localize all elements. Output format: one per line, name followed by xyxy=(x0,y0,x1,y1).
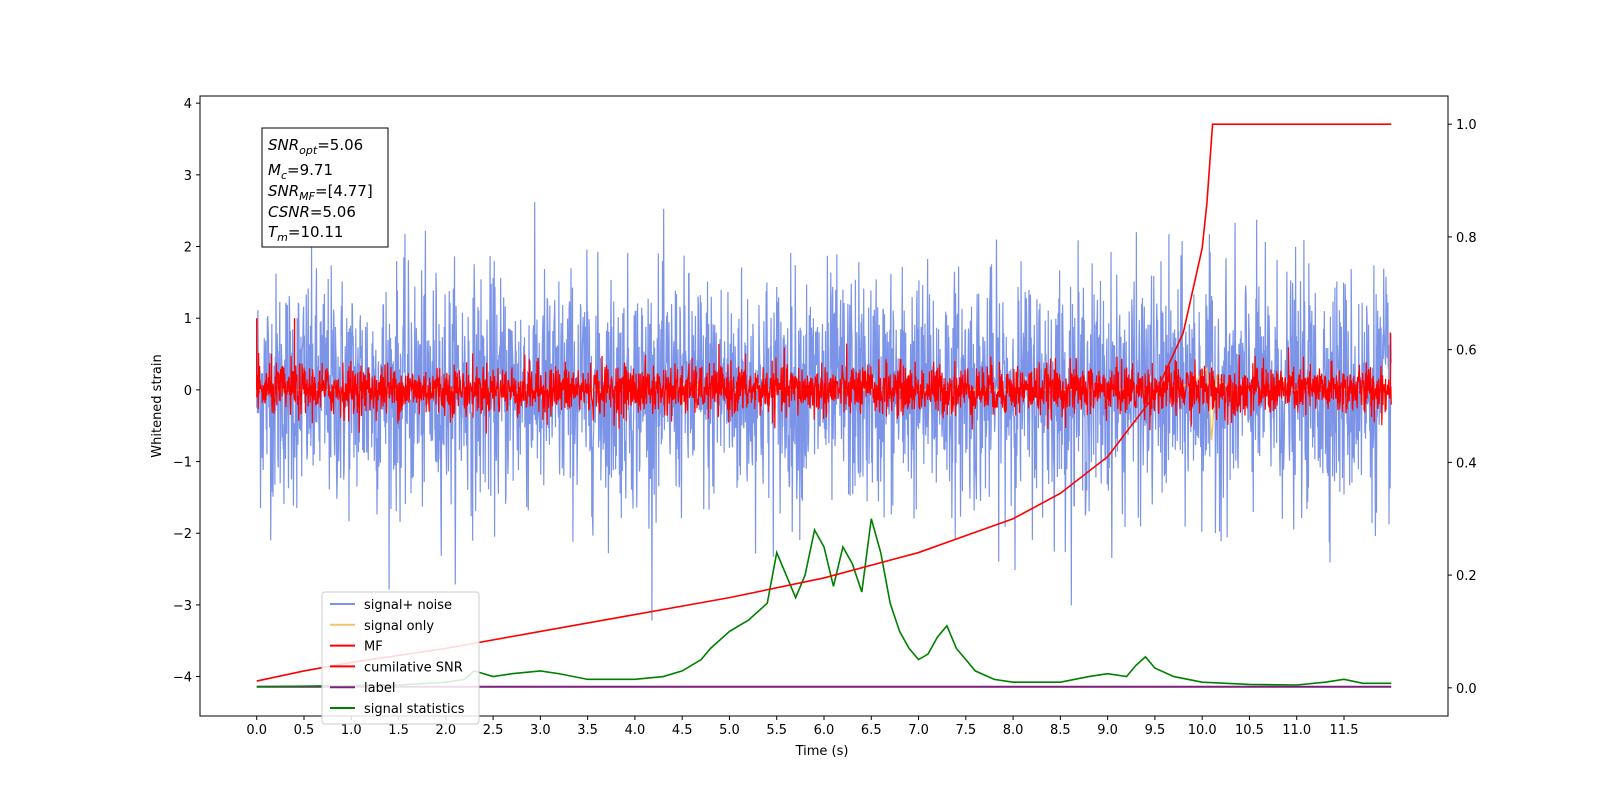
legend-label: signal+ noise xyxy=(364,598,452,613)
y-tick-label: −3 xyxy=(173,599,192,614)
y-tick-label: 3 xyxy=(184,169,192,184)
x-tick-label: 11.0 xyxy=(1282,723,1311,738)
legend-label: MF xyxy=(364,640,383,655)
x-tick-label: 3.0 xyxy=(530,723,551,738)
y2-tick-label: 1.0 xyxy=(1456,118,1477,133)
series-signal-statistics xyxy=(256,518,1392,688)
y-tick-label: −4 xyxy=(173,671,192,686)
legend-label: label xyxy=(364,681,395,696)
x-axis-label: Time (s) xyxy=(795,744,849,759)
y-axis-left: 4 3 2 1 0 −1 −2 −3 −4 xyxy=(173,97,200,686)
info-tm: Tm=10.11 xyxy=(268,223,343,244)
legend-label: signal only xyxy=(364,619,434,634)
y2-tick-label: 0.8 xyxy=(1456,231,1477,246)
x-tick-label: 0.5 xyxy=(294,723,315,738)
info-csnr: CSNR=5.06 xyxy=(268,203,356,221)
info-box-frame xyxy=(261,127,389,248)
x-tick-label: 4.5 xyxy=(672,723,693,738)
info-mc: Mc=9.71 xyxy=(268,161,333,182)
x-tick-label: 8.0 xyxy=(1003,723,1024,738)
y-tick-label: 4 xyxy=(184,97,192,112)
y-axis-label: Whitened strain xyxy=(150,354,165,457)
legend: signal+ noise signal only MF cumilative SNR… xyxy=(321,591,480,725)
info-snr-mf: SNRMF=[4.77] xyxy=(268,182,373,203)
x-tick-label: 6.0 xyxy=(814,723,835,738)
x-tick-label: 5.5 xyxy=(766,723,787,738)
y-tick-label: −1 xyxy=(173,456,192,471)
y-tick-label: −2 xyxy=(173,527,192,542)
x-tick-label: 1.5 xyxy=(388,723,409,738)
x-tick-label: 9.0 xyxy=(1097,723,1118,738)
x-tick-label: 5.0 xyxy=(719,723,740,738)
x-tick-label: 2.0 xyxy=(435,723,456,738)
y-tick-label: 2 xyxy=(184,241,192,256)
x-axis: 0.0 0.5 1.0 1.5 2.0 2.5 3.0 3.5 4.0 4.5 5.0 5.5 6.0 6… xyxy=(246,716,1358,738)
y-tick-label: 0 xyxy=(184,384,192,399)
y-tick-label: 1 xyxy=(184,312,192,327)
info-snr-opt: SNRopt=5.06 xyxy=(268,136,363,157)
y2-tick-label: 0.6 xyxy=(1456,344,1477,359)
legend-items: signal+ noise signal only MF cumilative SNR… xyxy=(330,598,465,717)
legend-label: cumilative SNR xyxy=(364,660,463,675)
x-tick-label: 6.5 xyxy=(861,723,882,738)
y-axis-right: 1.0 0.8 0.6 0.4 0.2 0.0 xyxy=(1448,118,1477,697)
y2-tick-label: 0.0 xyxy=(1456,682,1477,697)
series-signal-only xyxy=(256,366,1392,441)
x-tick-label: 10.5 xyxy=(1235,723,1264,738)
x-tick-label: 9.5 xyxy=(1145,723,1166,738)
x-tick-label: 0.0 xyxy=(246,723,267,738)
series-mf xyxy=(256,343,1392,434)
x-tick-label: 8.5 xyxy=(1050,723,1071,738)
x-tick-label: 2.5 xyxy=(483,723,504,738)
x-tick-label: 4.0 xyxy=(625,723,646,738)
y2-tick-label: 0.2 xyxy=(1456,569,1477,584)
legend-frame xyxy=(321,591,480,725)
x-tick-label: 7.5 xyxy=(955,723,976,738)
x-tick-label: 3.5 xyxy=(577,723,598,738)
info-box: SNRopt=5.06 Mc=9.71 SNRMF=[4.77] CSNR=5.… xyxy=(261,127,389,248)
x-tick-label: 1.0 xyxy=(341,723,362,738)
x-tick-label: 11.5 xyxy=(1330,723,1359,738)
y2-tick-label: 0.4 xyxy=(1456,456,1477,471)
x-tick-label: 10.0 xyxy=(1188,723,1217,738)
x-tick-label: 7.0 xyxy=(908,723,929,738)
legend-label: signal statistics xyxy=(364,702,465,717)
